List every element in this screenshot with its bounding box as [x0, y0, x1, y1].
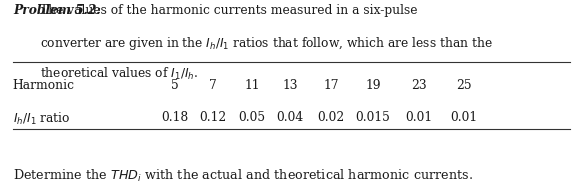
Text: converter are given in the $\mathit{I_h/I_1}$ ratios that follow, which are less: converter are given in the $\mathit{I_h/…	[40, 35, 492, 52]
Text: Problem 5.2:: Problem 5.2:	[13, 4, 101, 17]
Text: Determine the $\mathit{THD_i}$ with the actual and theoretical harmonic currents: Determine the $\mathit{THD_i}$ with the …	[13, 168, 473, 184]
Text: 0.015: 0.015	[356, 111, 391, 124]
Text: 0.18: 0.18	[161, 111, 188, 124]
Text: 11: 11	[244, 79, 259, 92]
Text: 0.04: 0.04	[277, 111, 304, 124]
Text: 0.02: 0.02	[318, 111, 345, 124]
Text: theoretical values of $\mathit{I_1/I_h}$.: theoretical values of $\mathit{I_1/I_h}$…	[40, 66, 198, 82]
Text: Harmonic: Harmonic	[13, 79, 75, 92]
Text: 23: 23	[411, 79, 426, 92]
Text: 0.05: 0.05	[238, 111, 265, 124]
Text: The values of the harmonic currents measured in a six-pulse: The values of the harmonic currents meas…	[40, 4, 417, 17]
Text: 25: 25	[456, 79, 471, 92]
Text: 0.12: 0.12	[199, 111, 226, 124]
Text: 0.01: 0.01	[405, 111, 432, 124]
Text: 0.01: 0.01	[450, 111, 477, 124]
Text: 5: 5	[171, 79, 179, 92]
Text: $\mathit{I_h/I_1}$ ratio: $\mathit{I_h/I_1}$ ratio	[13, 111, 71, 127]
Text: 13: 13	[283, 79, 298, 92]
Text: 7: 7	[209, 79, 217, 92]
Text: 19: 19	[366, 79, 381, 92]
Text: 17: 17	[324, 79, 339, 92]
